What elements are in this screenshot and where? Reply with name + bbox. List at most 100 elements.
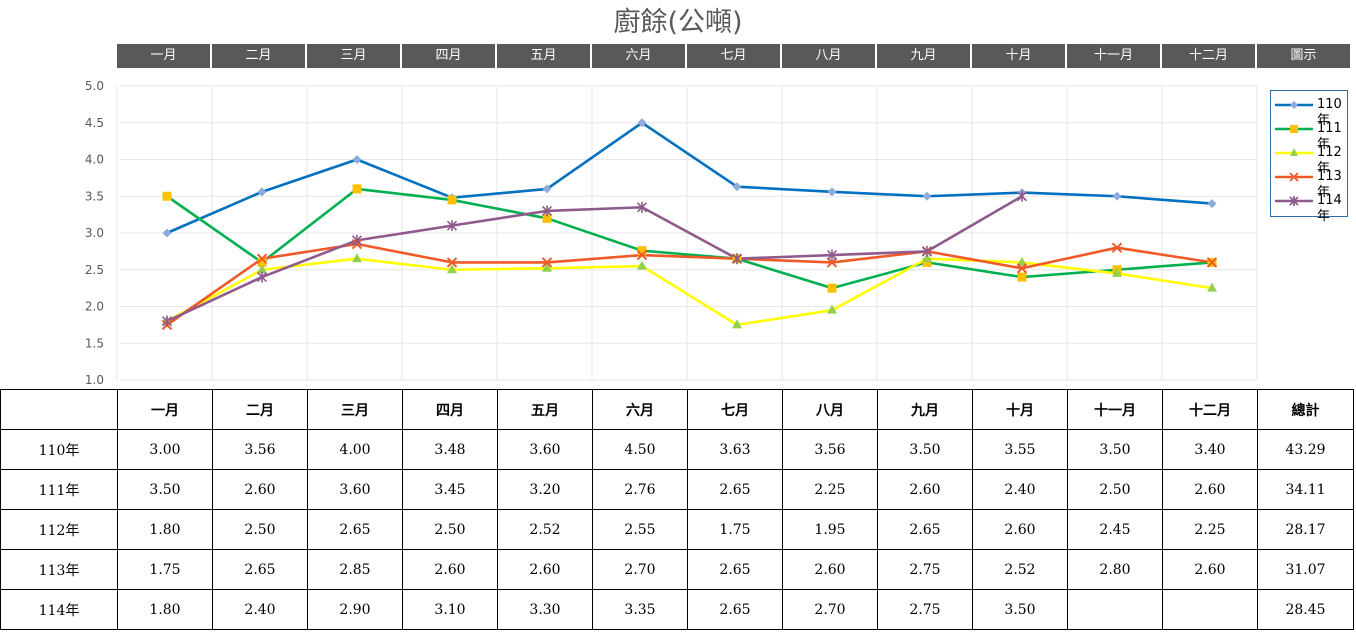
table-cell: 2.52 <box>972 549 1068 590</box>
table-cell: 2.60 <box>782 549 878 590</box>
data-point <box>1016 263 1028 274</box>
y-tick-label: 1.0 <box>85 373 104 387</box>
table-cell: 2.65 <box>687 469 783 510</box>
data-point <box>162 228 172 238</box>
legend-item: 113年 <box>1271 167 1349 200</box>
table-cell: 2.60 <box>877 469 973 510</box>
legend-label: 110年 <box>1317 97 1342 128</box>
legend-label: 112年 <box>1317 145 1342 176</box>
table-cell: 2.25 <box>1162 509 1258 550</box>
y-tick-label: 1.5 <box>85 336 104 350</box>
data-point <box>921 245 933 257</box>
table-cell: 3.10 <box>402 589 498 630</box>
table-header-cell: 五月 <box>497 389 593 430</box>
data-point <box>257 187 267 197</box>
table-cell: 3.60 <box>497 429 593 470</box>
month-header-cell: 一月 <box>117 44 210 68</box>
data-point <box>447 264 457 274</box>
y-tick-label: 3.5 <box>85 189 104 203</box>
table-cell: 2.80 <box>1067 549 1163 590</box>
legend-item: 111年 <box>1271 119 1349 152</box>
table-header-cell: 七月 <box>687 389 783 430</box>
table-cell: 4.00 <box>307 429 403 470</box>
data-point <box>352 253 362 263</box>
data-point <box>542 213 552 223</box>
data-point <box>446 220 458 232</box>
data-point <box>447 195 457 205</box>
table-header-cell <box>0 389 118 430</box>
table-cell: 3.40 <box>1162 429 1258 470</box>
table-cell: 1.75 <box>687 509 783 550</box>
table-cell: 2.70 <box>592 549 688 590</box>
data-point <box>1017 272 1027 282</box>
data-table: 一月 二月 三月 四月 五月 六月 七月 八月 九月 十月 十一月 十二月 總計… <box>0 389 1354 630</box>
table-row-label: 113年 <box>0 549 118 590</box>
table-cell: 4.50 <box>592 429 688 470</box>
table-cell <box>1067 589 1163 630</box>
month-header-cell: 三月 <box>307 44 400 68</box>
data-point <box>1207 199 1217 209</box>
table-header-cell: 四月 <box>402 389 498 430</box>
month-header-cell: 八月 <box>782 44 875 68</box>
table-cell <box>1162 589 1258 630</box>
table-cell: 2.90 <box>307 589 403 630</box>
data-point <box>1111 242 1123 253</box>
table-cell: 2.60 <box>402 549 498 590</box>
table-cell: 2.60 <box>972 509 1068 550</box>
table-cell: 3.00 <box>117 429 213 470</box>
table-cell: 31.07 <box>1257 549 1354 590</box>
legend-swatch <box>1275 172 1313 182</box>
table-header-row: 一月 二月 三月 四月 五月 六月 七月 八月 九月 十月 十一月 十二月 總計 <box>0 389 1354 430</box>
table-cell: 2.50 <box>212 509 308 550</box>
table-row-label: 112年 <box>0 509 118 550</box>
table-cell: 2.25 <box>782 469 878 510</box>
month-header-cell: 五月 <box>497 44 590 68</box>
data-point <box>162 191 172 201</box>
table-cell: 28.17 <box>1257 509 1354 550</box>
table-cell: 2.50 <box>402 509 498 550</box>
month-header-cell: 二月 <box>212 44 305 68</box>
table-cell: 2.65 <box>687 589 783 630</box>
table-cell: 2.55 <box>592 509 688 550</box>
table-row-label: 114年 <box>0 589 118 630</box>
legend-swatch <box>1275 148 1313 156</box>
data-point <box>257 257 267 267</box>
legend-header-cell: 圖示 <box>1257 44 1350 68</box>
data-point <box>636 249 648 261</box>
data-point <box>637 246 647 256</box>
table-cell: 28.45 <box>1257 589 1354 630</box>
table-header-cell: 總計 <box>1257 389 1354 430</box>
data-point <box>922 191 932 201</box>
table-cell: 3.50 <box>972 589 1068 630</box>
legend-swatch <box>1275 196 1313 206</box>
month-header-cell: 十一月 <box>1067 44 1160 68</box>
series-line <box>166 242 1213 326</box>
data-point <box>256 253 268 264</box>
legend-item: 110年 <box>1271 95 1349 128</box>
table-cell: 2.60 <box>212 469 308 510</box>
month-header-cell: 七月 <box>687 44 780 68</box>
table-cell: 2.60 <box>1162 469 1258 510</box>
data-point <box>542 262 552 272</box>
table-cell: 3.55 <box>972 429 1068 470</box>
table-row: 114年 1.80 2.40 2.90 3.10 3.30 3.35 2.65 2.70 2.75… <box>0 589 1354 630</box>
series-line <box>166 195 1023 323</box>
data-point <box>1016 190 1028 202</box>
data-point <box>732 182 742 192</box>
y-tick-label: 2.0 <box>85 300 104 314</box>
data-point <box>1112 191 1122 201</box>
y-tick-label: 3.0 <box>85 226 104 240</box>
table-cell: 2.65 <box>877 509 973 550</box>
table-cell: 3.50 <box>1067 429 1163 470</box>
y-tick-label: 5.0 <box>85 79 104 93</box>
table-header-cell: 三月 <box>307 389 403 430</box>
table-cell: 3.56 <box>782 429 878 470</box>
table-cell: 3.20 <box>497 469 593 510</box>
table-cell: 2.75 <box>877 589 973 630</box>
table-cell: 2.40 <box>972 469 1068 510</box>
data-point <box>827 187 837 197</box>
table-header-cell: 十一月 <box>1067 389 1163 430</box>
table-cell: 1.95 <box>782 509 878 550</box>
table-row: 111年 3.50 2.60 3.60 3.45 3.20 2.76 2.65 2.25 2.60… <box>0 469 1354 510</box>
chart-legend: 110年 111年 112年 113年 114年 <box>1270 90 1349 224</box>
